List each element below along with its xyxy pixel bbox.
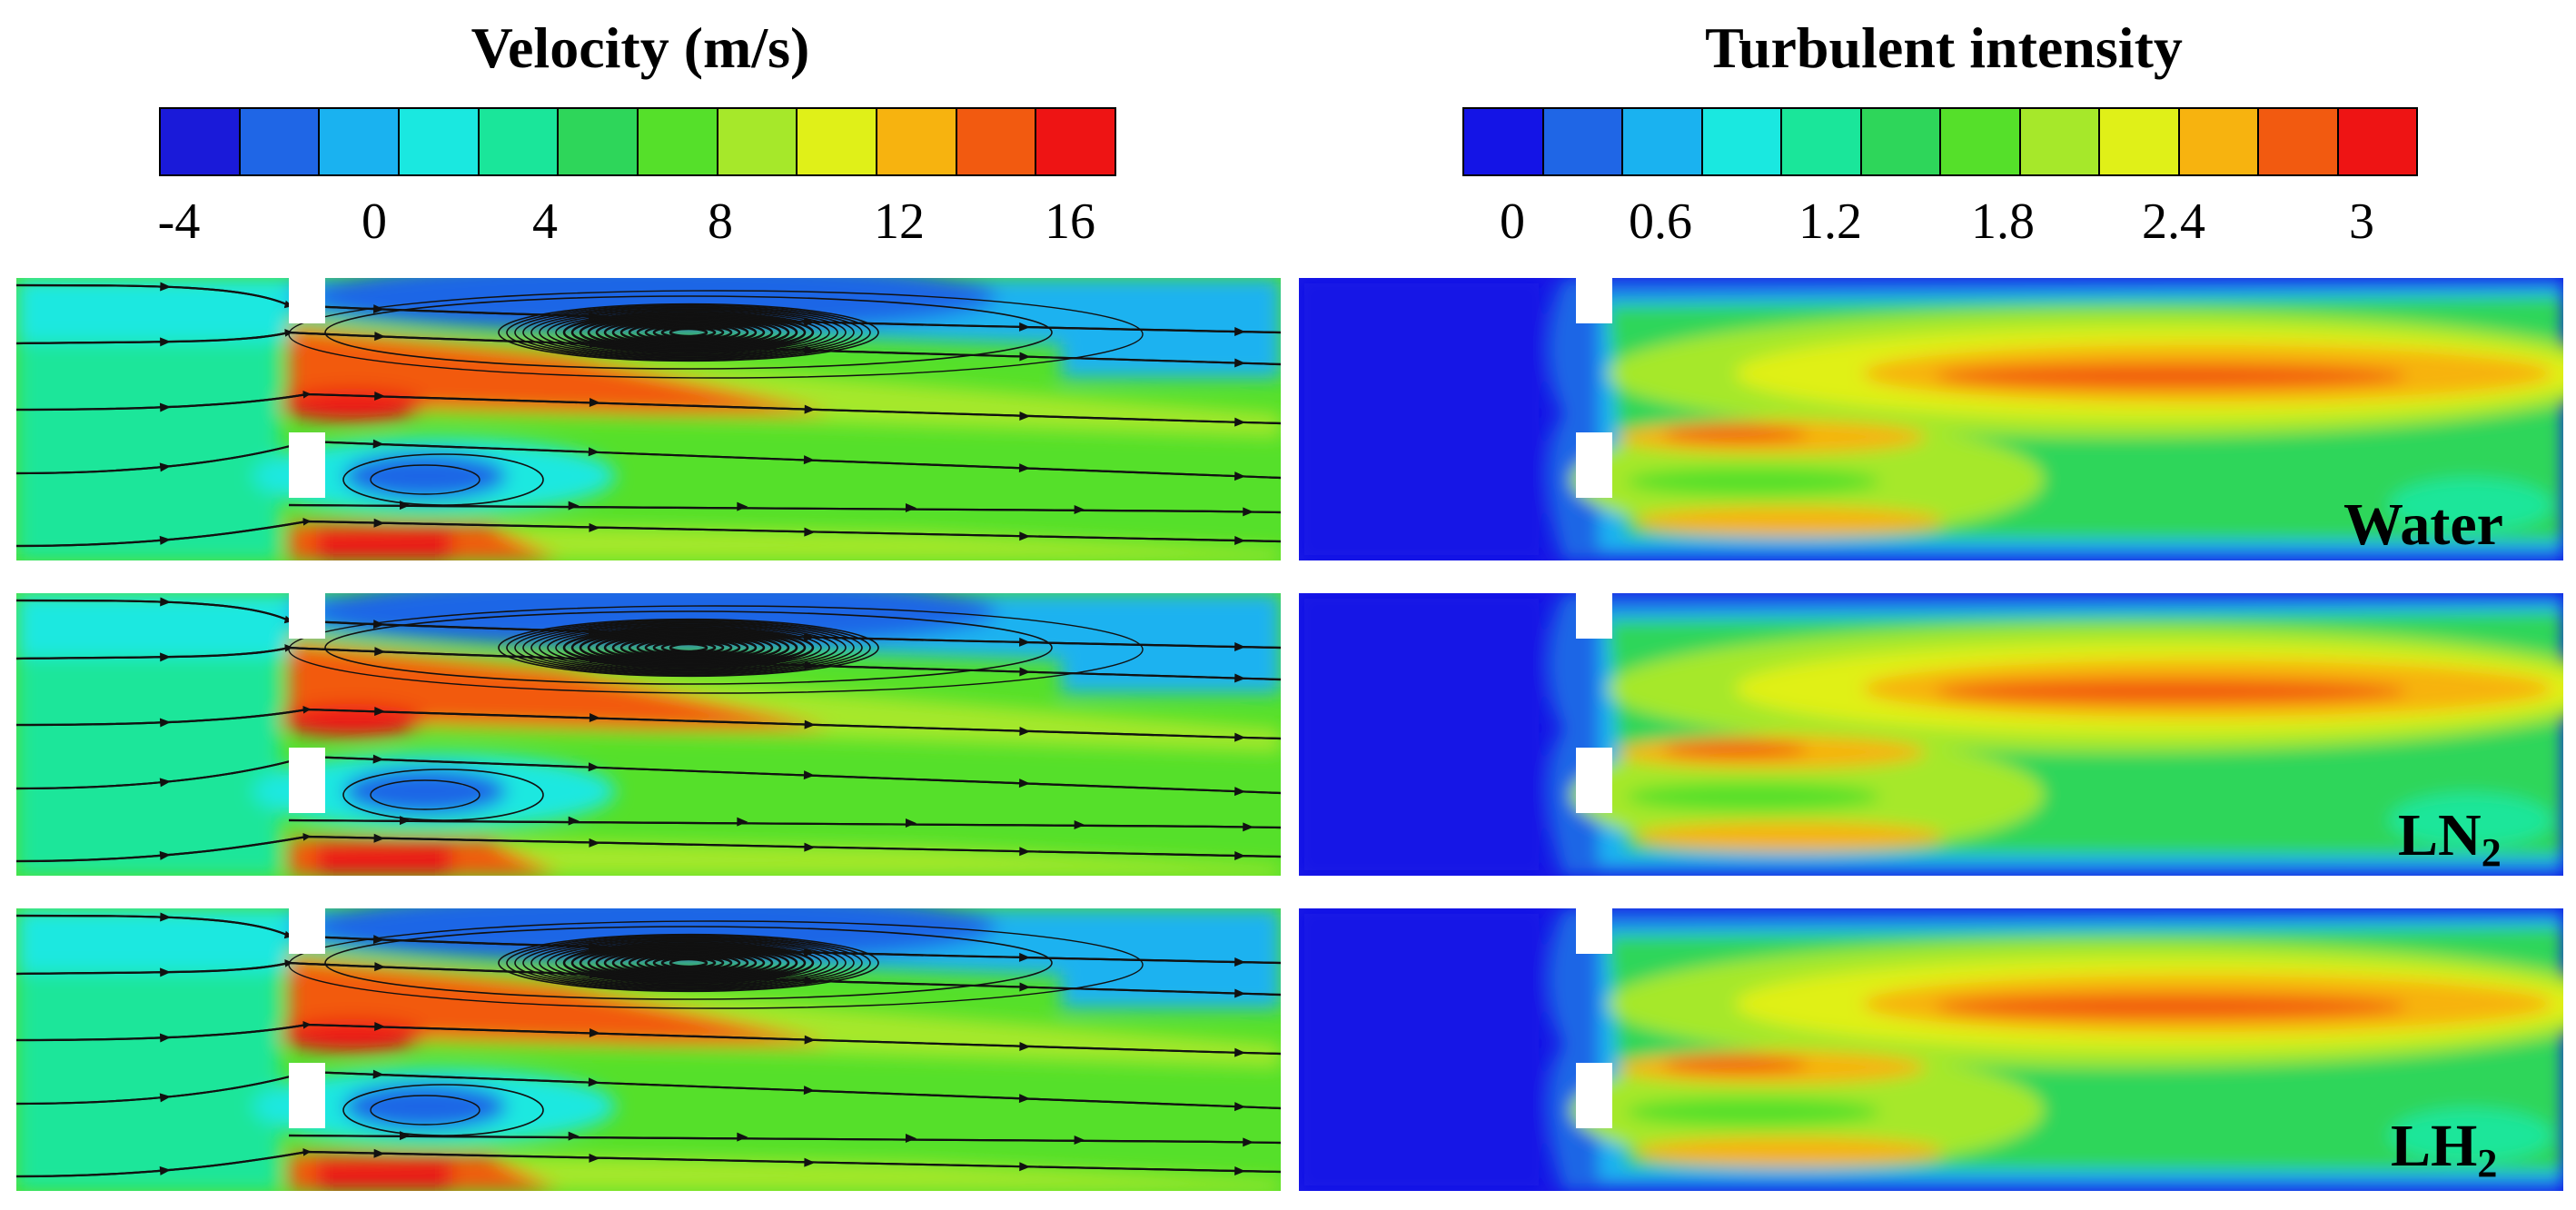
turbulent-tick: 0.6 bbox=[1629, 193, 1692, 250]
velocity-field-lh2 bbox=[16, 908, 1281, 1191]
velocity-color-step bbox=[798, 109, 878, 174]
velocity-color-step bbox=[320, 109, 401, 174]
turbulence-field-ln2 bbox=[1299, 593, 2563, 876]
velocity-color-step bbox=[400, 109, 480, 174]
fluid-label-water: Water bbox=[2343, 491, 2503, 558]
turbulent-color-step bbox=[2259, 109, 2339, 174]
velocity-colorbar bbox=[159, 107, 1116, 176]
velocity-tick: 12 bbox=[874, 193, 925, 250]
velocity-color-step bbox=[639, 109, 718, 174]
turbulent-color-step bbox=[2020, 109, 2100, 174]
turbulent-color-step bbox=[2179, 109, 2259, 174]
velocity-tick: 4 bbox=[532, 193, 558, 250]
velocity-color-step bbox=[559, 109, 639, 174]
velocity-color-step bbox=[240, 109, 321, 174]
velocity-color-step bbox=[877, 109, 957, 174]
turbulence-field-lh2 bbox=[1299, 908, 2563, 1191]
velocity-color-step bbox=[956, 109, 1037, 174]
velocity-field-water bbox=[16, 278, 1281, 560]
velocity-color-step bbox=[161, 109, 241, 174]
velocity-tick: 8 bbox=[708, 193, 733, 250]
turbulent-tick: 1.2 bbox=[1798, 193, 1862, 250]
turbulent-color-step bbox=[1702, 109, 1782, 174]
turbulent-color-step bbox=[2338, 109, 2416, 174]
velocity-tick: 0 bbox=[362, 193, 387, 250]
velocity-color-step bbox=[479, 109, 560, 174]
turbulent-tick: 0 bbox=[1500, 193, 1525, 250]
turbulent-color-step bbox=[2100, 109, 2180, 174]
fluid-label-lh2: LH2 bbox=[2391, 1113, 2498, 1185]
turbulent-color-step bbox=[1861, 109, 1941, 174]
velocity-color-step bbox=[718, 109, 798, 174]
turbulent-color-step bbox=[1543, 109, 1623, 174]
velocity-color-step bbox=[1036, 109, 1115, 174]
fluid-label-ln2: LN2 bbox=[2398, 802, 2502, 875]
velocity-tick: 16 bbox=[1045, 193, 1095, 250]
turbulent-intensity-title: Turbulent intensity bbox=[1705, 15, 2183, 80]
turbulent-tick: 2.4 bbox=[2142, 193, 2205, 250]
turbulent-tick: 1.8 bbox=[1971, 193, 2035, 250]
turbulent-color-step bbox=[1464, 109, 1544, 174]
turbulence-field-water bbox=[1299, 278, 2563, 560]
turbulent-color-step bbox=[1782, 109, 1862, 174]
velocity-field-ln2 bbox=[16, 593, 1281, 876]
turbulent-colorbar bbox=[1462, 107, 2418, 176]
turbulent-color-step bbox=[1623, 109, 1703, 174]
velocity-title: Velocity (m/s) bbox=[471, 15, 810, 80]
velocity-tick: -4 bbox=[157, 193, 201, 250]
turbulent-tick: 3 bbox=[2349, 193, 2374, 250]
turbulent-color-step bbox=[1941, 109, 2021, 174]
